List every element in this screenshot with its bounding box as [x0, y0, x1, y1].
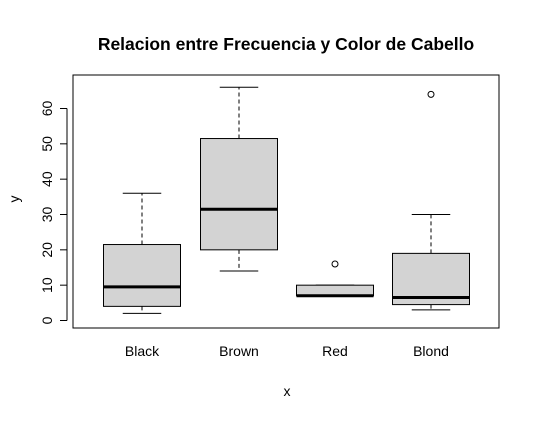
box-body-red	[296, 284, 374, 297]
box-blond	[392, 90, 470, 311]
plot-frame	[72, 74, 500, 329]
boxes-layer	[103, 86, 470, 314]
y-tick-label-50: 50	[39, 136, 55, 152]
x-axis: Black Brown Red Blond	[125, 343, 449, 359]
y-tick-label-0: 0	[39, 316, 55, 324]
chart-title: Relacion entre Frecuencia y Color de Cab…	[98, 34, 474, 54]
outlier-blond-0	[427, 90, 435, 98]
y-axis-label: y	[6, 196, 22, 203]
y-tick-label-60: 60	[39, 101, 55, 117]
box-body-black	[103, 244, 181, 307]
x-tick-label-red: Red	[322, 343, 348, 359]
x-tick-label-black: Black	[125, 343, 160, 359]
y-tick-label-10: 10	[39, 277, 55, 293]
box-brown	[200, 86, 278, 272]
x-axis-label: x	[284, 383, 291, 399]
outlier-red-0	[331, 260, 339, 268]
box-body-brown	[200, 138, 278, 251]
box-red	[296, 260, 374, 298]
y-tick-label-20: 20	[39, 242, 55, 258]
y-tick-label-30: 30	[39, 207, 55, 223]
box-black	[103, 192, 181, 314]
y-axis: 0 10 20 30 40 50 60	[39, 101, 68, 324]
x-tick-label-blond: Blond	[413, 343, 449, 359]
x-tick-label-brown: Brown	[219, 343, 259, 359]
y-tick-label-40: 40	[39, 171, 55, 187]
